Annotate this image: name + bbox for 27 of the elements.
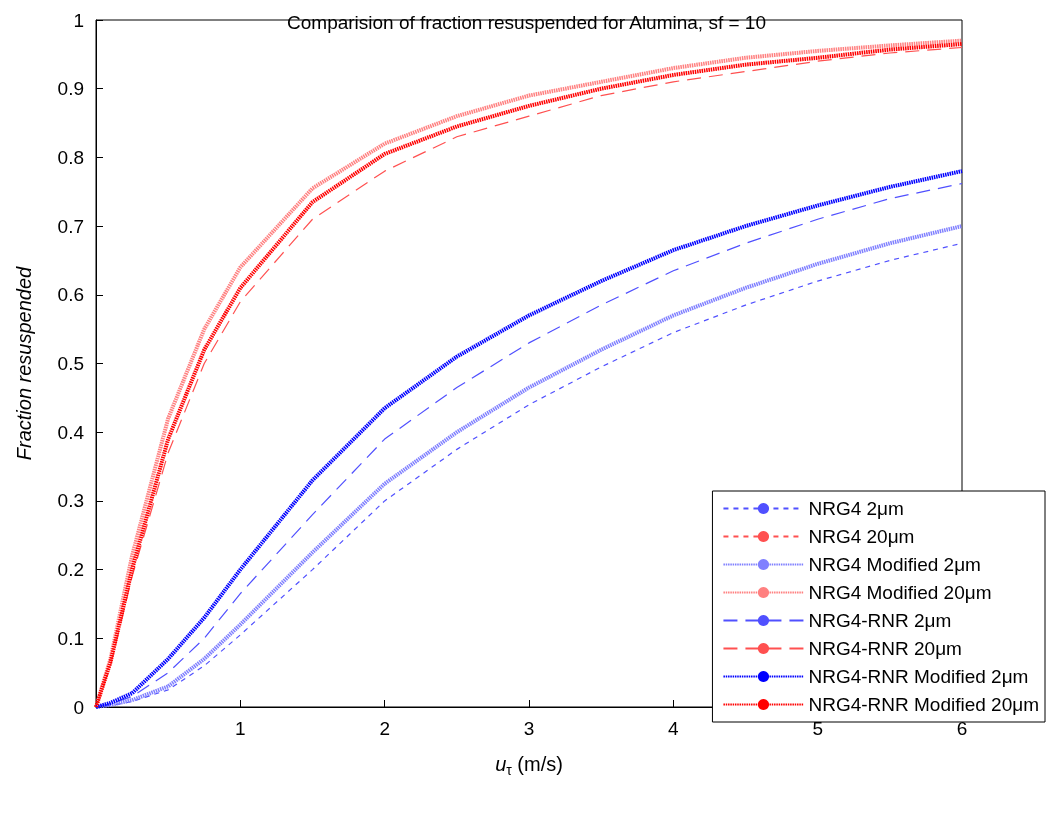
y-tick-label: 0.4	[57, 421, 85, 443]
x-tick-label: 1	[235, 718, 246, 739]
legend-label: NRG4 Modified 20μm	[808, 582, 992, 603]
y-tick-label: 0	[73, 696, 84, 718]
legend-label: NRG4 20μm	[808, 526, 915, 547]
y-tick-label: 0.6	[57, 284, 84, 306]
legend-label: NRG4-RNR 2μm	[808, 610, 952, 631]
x-tick-label: 6	[956, 718, 968, 739]
x-tick-label: 3	[523, 718, 535, 739]
y-tick-label: 0.7	[57, 215, 84, 237]
chart-title: Comparision of fraction resuspended for Alumina, sf = 10	[287, 12, 766, 33]
y-tick-label: 0.3	[57, 490, 84, 512]
y-tick-label: 0.1	[57, 627, 84, 649]
y-axis-title: Fraction resuspended	[13, 265, 35, 461]
y-tick-label: 0.2	[57, 559, 84, 581]
legend-label: NRG4-RNR 20μm	[808, 638, 962, 659]
y-tick-label: 1	[73, 9, 84, 31]
legend-label: NRG4-RNR Modified 20μm	[808, 694, 1039, 715]
x-tick-label: 2	[379, 718, 390, 739]
y-tick-label: 0.8	[57, 146, 84, 168]
x-tick-label: 5	[812, 718, 823, 739]
y-tick-label: 0.5	[57, 353, 84, 374]
legend-label: NRG4-RNR Modified 2μm	[808, 666, 1029, 687]
legend-label: NRG4 Modified 2μm	[808, 554, 981, 575]
x-tick-label: 4	[668, 718, 680, 739]
y-tick-label: 0.9	[57, 78, 84, 100]
legend-label: NRG4 2μm	[808, 498, 904, 519]
